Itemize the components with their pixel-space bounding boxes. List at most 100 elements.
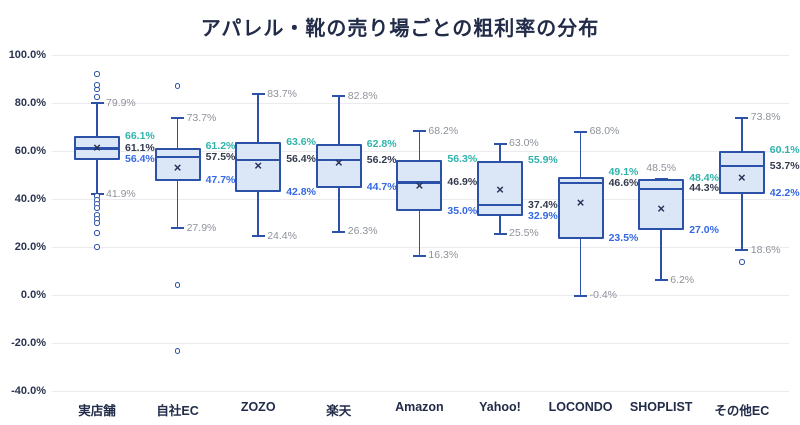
median-label: 46.9% (447, 175, 478, 188)
whisker-low-label: 27.9% (186, 221, 217, 234)
median-label: 44.3% (689, 182, 719, 195)
whisker-high-label: 68.2% (428, 124, 459, 137)
y-axis-tick-label: -20.0% (11, 337, 46, 349)
median-line (235, 158, 282, 161)
whisker-low-label: -0.4% (589, 289, 618, 302)
gridline (52, 342, 789, 344)
median-line (718, 165, 765, 168)
x-axis-category-label: ZOZO (240, 400, 276, 414)
whisker-high-label: 73.7% (186, 111, 217, 124)
outlier-point (94, 244, 100, 250)
mean-marker: × (576, 195, 585, 211)
whisker-cap-bottom (654, 279, 668, 282)
mean-marker: × (254, 157, 262, 173)
whisker-low-label: 26.3% (347, 225, 378, 238)
box (477, 160, 523, 217)
whisker-cap-top (412, 130, 426, 133)
x-axis-category-label: Amazon (395, 400, 444, 414)
q3-label: 49.1% (608, 166, 639, 179)
median-line (315, 159, 362, 162)
x-axis-category-label: Yahoo! (479, 400, 521, 414)
median-line (477, 204, 523, 207)
outlier-point (174, 348, 181, 354)
mean-marker: × (496, 182, 504, 198)
median-label: 56.2% (366, 153, 397, 166)
q1-label: 47.7% (205, 174, 236, 187)
gridline (52, 150, 789, 152)
box (557, 177, 604, 239)
q1-label: 32.9% (528, 209, 558, 222)
median-label: 56.4% (286, 153, 316, 166)
median-label: 61.1% (125, 141, 155, 154)
y-axis-tick-label: -40.0% (11, 385, 46, 397)
q3-label: 60.1% (769, 144, 800, 157)
mean-marker: × (415, 178, 424, 194)
x-axis-category-label: SHOPLIST (629, 400, 693, 414)
q3-label: 62.8% (366, 137, 397, 150)
whisker-cap-bottom (171, 227, 185, 230)
median-line (396, 181, 443, 184)
chart-title: アパレル・靴の売り場ごとの粗利率の分布 (200, 18, 600, 40)
q3-label: 48.4% (689, 171, 719, 184)
outlier-point (174, 83, 181, 89)
q1-label: 44.7% (366, 181, 397, 194)
y-axis-tick-label: 40.0% (14, 193, 46, 205)
y-axis-tick-label: 20.0% (14, 241, 46, 253)
q3-label: 66.1% (125, 129, 155, 142)
whisker-high-label: 68.0% (589, 125, 620, 138)
whisker-cap-top (332, 95, 346, 98)
gridline (52, 54, 789, 56)
box (315, 144, 362, 188)
box (235, 142, 282, 193)
q3-label: 56.3% (447, 153, 478, 166)
whisker-cap-top (654, 177, 668, 180)
box (396, 159, 443, 211)
box (718, 150, 765, 194)
median-label: 57.5% (205, 150, 236, 163)
whisker-low-label: 16.3% (428, 249, 459, 262)
whisker-low-label: 6.2% (670, 273, 695, 286)
gridline (52, 102, 789, 104)
y-axis-tick-label: 80.0% (14, 97, 46, 109)
outlier-point (94, 220, 100, 226)
whisker-high-label: 79.9% (106, 96, 136, 109)
gridline (52, 390, 789, 392)
whisker-high-label: 73.8% (750, 111, 781, 124)
box (638, 178, 685, 231)
whisker-cap-bottom (735, 249, 749, 252)
mean-marker: × (738, 170, 746, 186)
whisker-cap-bottom (251, 235, 265, 238)
median-label: 37.4% (528, 198, 558, 211)
whisker-cap-top (171, 117, 185, 120)
whisker-low-label: 24.4% (267, 229, 297, 242)
whisker-cap-top (735, 116, 749, 119)
whisker-high-label: 82.8% (347, 89, 378, 102)
whisker-low-label: 25.5% (509, 227, 539, 240)
q1-label: 42.2% (769, 187, 800, 200)
median-line (74, 147, 120, 150)
mean-marker: × (657, 201, 665, 217)
median-label: 53.7% (769, 159, 800, 172)
whisker-cap-bottom (493, 232, 507, 235)
q3-label: 63.6% (286, 135, 316, 148)
x-axis-category-label: その他EC (714, 404, 770, 418)
whisker-cap-bottom (412, 254, 426, 257)
outlier-point (174, 282, 181, 288)
x-axis-category-label: 実店舗 (78, 404, 116, 418)
whisker-high-label: 63.0% (509, 137, 539, 150)
median-line (557, 182, 604, 185)
outlier-point (94, 86, 100, 93)
whisker-cap-top (90, 102, 104, 105)
q3-label: 61.2% (205, 140, 236, 152)
whisker-cap-bottom (574, 294, 588, 297)
q3-label: 55.9% (528, 154, 558, 167)
whisker-high-label: 83.7% (267, 87, 297, 100)
outlier-point (739, 259, 745, 265)
outlier-point (94, 71, 100, 77)
whisker-low-label: 18.6% (750, 243, 781, 256)
median-line (638, 187, 685, 190)
q1-label: 56.4% (125, 153, 155, 166)
whisker-cap-top (493, 142, 507, 145)
whisker-cap-bottom (332, 230, 346, 233)
gridline (52, 246, 789, 248)
